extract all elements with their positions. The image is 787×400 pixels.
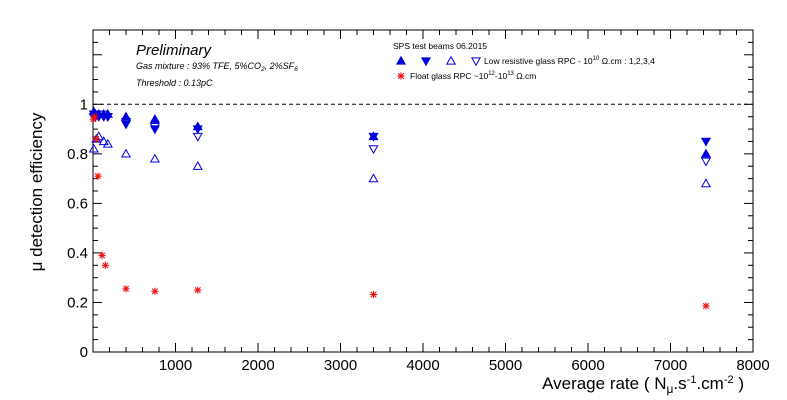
y-tick-label: 0 [80, 344, 88, 361]
data-point-series-3 [368, 173, 379, 183]
data-point-series-3 [149, 153, 160, 163]
data-point-series-3 [102, 138, 113, 148]
y-axis-title: μ detection efficiency [27, 112, 46, 271]
data-point-series-5 [369, 290, 378, 299]
x-tick-label: 5000 [489, 357, 522, 374]
data-point-series-3 [192, 161, 203, 170]
data-point-series-3 [98, 136, 109, 146]
data-point-series-5 [92, 135, 100, 143]
x-tick-label: 7000 [654, 357, 687, 374]
legend-marker-rpc1 [395, 55, 407, 65]
data-point-series-5 [194, 286, 202, 294]
data-point-series-5 [94, 172, 102, 180]
legend-header: SPS test beams 06.2015 [393, 41, 487, 51]
data-point-series-2 [120, 120, 132, 130]
x-axis-title-end: ) [734, 374, 744, 393]
x-tick-label: 3000 [324, 357, 357, 374]
data-point-series-5 [151, 287, 159, 295]
x-axis-title-mid2: .cm [696, 374, 723, 393]
x-tick-label: 2000 [241, 357, 274, 374]
legend-entry-float-glass: Float glass RPC ~1012-1013 Ω.cm [410, 71, 536, 81]
gas-mixture-label: Gas mixture : 93% TFE, 5%CO2, 2%SF6 [136, 61, 298, 73]
data-point-series-5 [91, 113, 99, 121]
y-tick-label: 1 [80, 96, 88, 113]
x-axis-title: Average rate ( Nμ.s-1.cm-2 ) [542, 374, 744, 396]
data-point-series-5 [702, 302, 710, 310]
data-point-series-2 [700, 137, 712, 147]
data-point-series-4 [700, 157, 712, 167]
data-point-series-4 [98, 110, 109, 120]
x-tick-label: 8000 [736, 357, 769, 374]
x-axis-title-main: Average rate ( N [542, 374, 666, 393]
threshold-label: Threshold : 0.13pC [136, 78, 213, 88]
x-axis-title-sub: μ [667, 382, 674, 396]
x-tick-label: 1000 [159, 357, 192, 374]
data-point-series-5 [101, 261, 109, 269]
legend-marker-rpc2 [420, 57, 432, 67]
x-tick-label: 4000 [406, 357, 439, 374]
y-tick-label: 0.4 [67, 245, 88, 262]
data-point-series-2 [192, 125, 203, 135]
y-tick-label: 0.8 [67, 146, 88, 163]
axes: 1000 2000 3000 4000 5000 6000 7000 8000 0 0.2 0.4 0… [67, 29, 770, 374]
y-tick-label: 0.6 [67, 195, 88, 212]
x-axis-title-sup2: -2 [724, 374, 734, 386]
legend-marker-rpc3 [445, 55, 457, 65]
data-point-series-4 [102, 113, 113, 122]
data-point-series-4 [368, 145, 379, 155]
data-point-series-2 [149, 125, 160, 135]
data-point-series-3 [88, 143, 99, 153]
x-tick-label: 6000 [571, 357, 604, 374]
data-point-series-5 [122, 285, 130, 293]
data-point-series-5 [98, 251, 106, 259]
legend-marker-float-glass [397, 72, 405, 80]
y-tick-label: 0.2 [67, 294, 88, 311]
data-point-series-4 [149, 122, 160, 132]
data-point-series-1 [149, 113, 160, 123]
x-axis-title-sup1: -1 [687, 374, 697, 386]
data-markers [88, 106, 712, 310]
legend-entry-low-resistive: Low resistive glass RPC - 1010 Ω.cm : 1,… [484, 56, 655, 66]
legend-markers [395, 55, 482, 80]
data-point-series-3 [120, 148, 132, 158]
data-point-series-2 [368, 132, 379, 142]
data-point-series-3 [700, 178, 712, 188]
legend: SPS test beams 06.2015 Low resistive gla… [393, 41, 655, 81]
data-point-series-1 [700, 148, 712, 158]
data-point-series-4 [120, 117, 132, 127]
legend-marker-rpc4 [470, 57, 482, 67]
data-point-series-4 [192, 132, 203, 142]
x-axis-title-mid: .s [673, 374, 686, 393]
preliminary-label: Preliminary [136, 42, 213, 59]
